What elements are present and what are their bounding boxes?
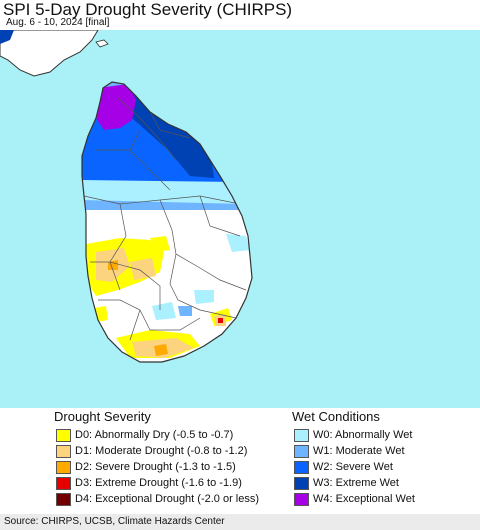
- legend-label-w2: W2: Severe Wet: [313, 461, 393, 473]
- legend-item-d4: D4: Exceptional Drought (-2.0 or less): [56, 492, 259, 507]
- swatch-d3: [56, 477, 71, 490]
- swatch-d2: [56, 461, 71, 474]
- legend-item-d0: D0: Abnormally Dry (-0.5 to -0.7): [56, 428, 233, 443]
- legend-item-w1: W1: Moderate Wet: [294, 444, 405, 459]
- legend-item-d2: D2: Severe Drought (-1.3 to -1.5): [56, 460, 236, 475]
- swatch-w1: [294, 445, 309, 458]
- map-panel: [0, 30, 480, 408]
- map-svg: [0, 30, 253, 363]
- small-island: [95, 39, 109, 48]
- legend-item-d1: D1: Moderate Drought (-0.8 to -1.2): [56, 444, 247, 459]
- swatch-w2: [294, 461, 309, 474]
- map-title: SPI 5-Day Drought Severity (CHIRPS): [3, 0, 293, 19]
- legend-label-w3: W3: Extreme Wet: [313, 477, 399, 489]
- india-wet-patch: [0, 30, 14, 44]
- legend-label-d0: D0: Abnormally Dry (-0.5 to -0.7): [75, 429, 234, 441]
- legend-item-d3: D3: Extreme Drought (-1.6 to -1.9): [56, 476, 242, 491]
- legend-label-w4: W4: Exceptional Wet: [313, 493, 415, 505]
- district-boundaries: [83, 97, 247, 341]
- legend-item-w0: W0: Abnormally Wet: [294, 428, 412, 443]
- legend-label-w0: W0: Abnormally Wet: [313, 429, 413, 441]
- legend-panel: Drought Severity Wet Conditions D0: Abno…: [0, 408, 480, 514]
- swatch-w3: [294, 477, 309, 490]
- legend-label-w1: W1: Moderate Wet: [313, 445, 405, 457]
- swatch-w4: [294, 493, 309, 506]
- swatch-d0: [56, 429, 71, 442]
- map-subtitle: Aug. 6 - 10, 2024 [final]: [6, 17, 110, 28]
- india-landmass: [0, 30, 99, 77]
- wet-legend-heading: Wet Conditions: [292, 409, 380, 424]
- footer-bar: Source: CHIRPS, UCSB, Climate Hazards Ce…: [0, 514, 480, 530]
- legend-item-w3: W3: Extreme Wet: [294, 476, 399, 491]
- swatch-d1: [56, 445, 71, 458]
- source-credit: Source: CHIRPS, UCSB, Climate Hazards Ce…: [4, 516, 225, 527]
- swatch-d4: [56, 493, 71, 506]
- legend-item-w4: W4: Exceptional Wet: [294, 492, 415, 507]
- legend-label-d3: D3: Extreme Drought (-1.6 to -1.9): [75, 477, 242, 489]
- swatch-w0: [294, 429, 309, 442]
- legend-label-d2: D2: Severe Drought (-1.3 to -1.5): [75, 461, 236, 473]
- legend-label-d1: D1: Moderate Drought (-0.8 to -1.2): [75, 445, 248, 457]
- island-outline: [81, 81, 253, 363]
- legend-label-d4: D4: Exceptional Drought (-2.0 or less): [75, 493, 260, 505]
- legend-item-w2: W2: Severe Wet: [294, 460, 393, 475]
- drought-legend-heading: Drought Severity: [54, 409, 151, 424]
